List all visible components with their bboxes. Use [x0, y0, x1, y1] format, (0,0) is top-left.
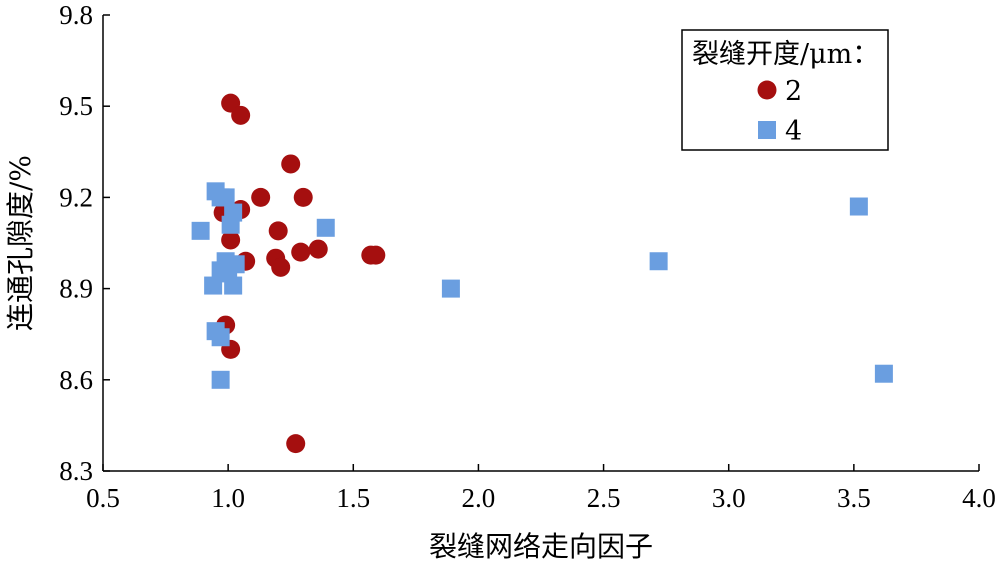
- data-point-series-2: [221, 230, 241, 250]
- x-tick-label: 1.0: [211, 483, 245, 513]
- data-point-series-2: [231, 105, 251, 125]
- x-tick-label: 2.0: [462, 483, 496, 513]
- legend-label-series-2: 2: [785, 76, 802, 107]
- y-tick-label: 8.6: [59, 365, 93, 395]
- data-point-series-2: [366, 245, 386, 265]
- x-axis-title: 裂缝网络走向因子: [429, 530, 653, 563]
- data-points: [191, 93, 893, 454]
- data-point-series-2: [251, 187, 271, 207]
- data-point-series-4: [211, 328, 230, 347]
- data-point-series-2: [281, 154, 301, 174]
- y-tick-label: 8.3: [59, 456, 93, 486]
- data-point-series-4: [216, 188, 235, 207]
- data-point-series-2: [268, 221, 288, 241]
- data-point-series-2: [286, 434, 306, 454]
- x-tick-label: 4.0: [962, 483, 996, 513]
- plot-area: 0.5 1.0 1.5 2.0 2.5 3.0 3.5 4.0 8.3 8.6 8.9 9.2 9.5…: [59, 0, 996, 513]
- data-point-series-4: [211, 370, 230, 389]
- y-tick-label: 9.8: [59, 0, 93, 30]
- y-tick-label: 8.9: [59, 274, 93, 304]
- legend-title: 裂缝开度/μm：: [692, 39, 879, 70]
- x-tick-label: 1.5: [336, 483, 370, 513]
- data-point-series-4: [849, 197, 868, 216]
- legend-box: [681, 29, 889, 151]
- legend-marker-square: [758, 121, 776, 139]
- data-point-series-4: [649, 252, 668, 271]
- data-point-series-2: [271, 257, 291, 277]
- data-point-series-2: [293, 187, 313, 207]
- y-tick-label: 9.2: [59, 182, 93, 212]
- legend-marker-circle: [757, 80, 777, 100]
- x-ticks: 0.5 1.0 1.5 2.0 2.5 3.0 3.5 4.0: [86, 464, 996, 513]
- data-point-series-4: [221, 215, 240, 234]
- x-tick-label: 3.0: [712, 483, 746, 513]
- data-point-series-4: [874, 364, 893, 383]
- data-point-series-2: [308, 239, 328, 259]
- x-tick-label: 3.5: [837, 483, 871, 513]
- legend: 裂缝开度/μm： 2 4: [681, 29, 889, 151]
- data-point-series-2: [291, 242, 311, 262]
- data-point-series-4: [204, 276, 223, 295]
- y-tick-label: 9.5: [59, 91, 93, 121]
- data-point-series-4: [191, 221, 210, 240]
- y-ticks: 8.3 8.6 8.9 9.2 9.5 9.8: [59, 0, 110, 486]
- x-tick-label: 0.5: [86, 483, 120, 513]
- y-axis-title: 连通孔隙度/%: [4, 155, 37, 331]
- x-tick-label: 2.5: [587, 483, 621, 513]
- legend-label-series-4: 4: [785, 116, 802, 147]
- data-point-series-4: [441, 279, 460, 298]
- data-point-series-4: [316, 218, 335, 237]
- data-point-series-4: [224, 276, 243, 295]
